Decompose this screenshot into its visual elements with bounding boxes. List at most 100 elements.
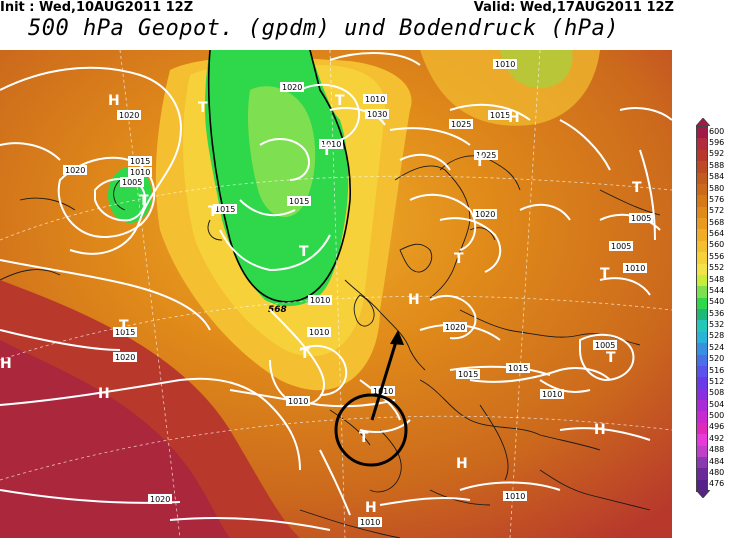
colorbar-segment — [697, 297, 707, 310]
isobar-label: 1020 — [150, 495, 170, 504]
colorbar-level-label: 528 — [709, 331, 725, 341]
colorbar-level-label: 492 — [709, 433, 725, 443]
weather-map: 568 — [0, 50, 672, 538]
colorbar-segment — [697, 422, 707, 435]
colorbar-level-label: 544 — [709, 285, 725, 295]
colorbar-segment — [697, 274, 707, 287]
colorbar-level-label: 484 — [709, 456, 725, 466]
colorbar-segment — [697, 138, 707, 151]
high-center: H — [108, 93, 120, 109]
colorbar-segment — [697, 365, 707, 378]
gpdm-zone-588 — [0, 340, 230, 538]
gpdm-zone-544 — [247, 86, 316, 218]
colorbar-level-label: 572 — [709, 206, 725, 216]
colorbar-level-label: 560 — [709, 240, 725, 250]
low-center: T — [600, 266, 610, 282]
isobar-label: 1005 — [595, 341, 615, 350]
high-center: H — [0, 356, 12, 372]
colorbar-level-label: 568 — [709, 217, 725, 227]
low-center: T — [454, 251, 464, 267]
isobar-label: 1015 — [115, 328, 135, 337]
contour-568 — [207, 50, 352, 303]
colorbar-segment — [697, 309, 707, 321]
colorbar-level-label: 556 — [709, 251, 725, 261]
colorbar-level-label: 600 — [709, 126, 725, 136]
colorbar-segment — [697, 183, 707, 196]
colorbar-level-label: 552 — [709, 263, 725, 273]
colorbar-segment — [697, 149, 707, 162]
low-center: T — [139, 193, 149, 209]
high-center: H — [456, 456, 468, 472]
colorbar-level-label: 508 — [709, 388, 725, 398]
high-center: H — [365, 500, 377, 516]
chart-header: Init : Wed,10AUG2011 12Z Valid: Wed,17AU… — [0, 0, 732, 50]
isobar-label: 1010 — [625, 264, 645, 273]
colorbar-scale — [696, 126, 708, 492]
colorbar-segment — [697, 456, 707, 469]
arrow-head-icon — [390, 330, 404, 345]
colorbar-top-arrow-icon — [696, 118, 710, 126]
colorbar-segment — [697, 240, 707, 253]
isobar-label: 1010 — [288, 397, 308, 406]
low-center: T — [119, 318, 129, 334]
isobar-label: 1005 — [611, 242, 631, 251]
colorbar-segment — [697, 229, 707, 242]
isobar-label: 1020 — [445, 323, 465, 332]
low-center: T — [208, 204, 218, 220]
high-center: H — [594, 422, 606, 438]
colorbar-level-label: 536 — [709, 308, 725, 318]
colorbar-segment — [697, 195, 707, 208]
colorbar-segment — [697, 479, 707, 492]
isobar-label: 1015 — [508, 364, 528, 373]
colorbar-segment — [697, 377, 707, 390]
colorbar-level-label: 476 — [709, 479, 725, 489]
colorbar-segment — [697, 468, 707, 481]
highlight-circle — [334, 393, 408, 467]
isobar-label: 1020 — [475, 210, 495, 219]
high-center: H — [98, 386, 110, 402]
colorbar-segment — [697, 286, 707, 299]
isobar-label: 1005 — [122, 178, 142, 187]
isobar-label: 1010 — [310, 296, 330, 305]
movement-arrow — [370, 334, 400, 421]
colorbar-level-label: 584 — [709, 172, 725, 182]
isobar-label: 1010 — [495, 60, 515, 69]
colorbar-segment — [697, 127, 707, 139]
colorbar-level-label: 576 — [709, 194, 725, 204]
low-center: T — [606, 350, 616, 366]
isobar-label: 1010 — [373, 387, 393, 396]
isobar-label: 1020 — [115, 353, 135, 362]
colorbar-segment — [697, 206, 707, 219]
colorbar-level-label: 564 — [709, 229, 725, 239]
low-center: T — [632, 180, 642, 196]
colorbar-level-label: 512 — [709, 376, 725, 386]
low-center: T — [299, 244, 309, 260]
colorbar-level-label: 496 — [709, 422, 725, 432]
colorbar-bottom-arrow-icon — [696, 490, 710, 498]
isobar-label: 1015 — [289, 197, 309, 206]
isobar-label: 1010 — [542, 390, 562, 399]
isobar-label: 1010 — [321, 140, 341, 149]
colorbar-segment — [697, 388, 707, 401]
isobar-label: 1015 — [215, 205, 235, 214]
isobar-label: 1030 — [367, 110, 387, 119]
colorbar-segment — [697, 252, 707, 264]
pressure-centers: H H H H H H H H T T T T T T T T T T T T … — [0, 93, 642, 516]
isobar-label: 1020 — [65, 166, 85, 175]
colorbar-level-label: 596 — [709, 138, 725, 148]
isobar-label: 1010 — [130, 168, 150, 177]
colorbar-segment — [697, 320, 707, 333]
colorbar-segment — [697, 331, 707, 344]
colorbar-level-label: 524 — [709, 342, 725, 352]
isobar-label: 1020 — [119, 111, 139, 120]
low-center: T — [300, 346, 310, 362]
low-center: T — [475, 154, 485, 170]
colorbar-level-label: 592 — [709, 149, 725, 159]
chart-title: 500 hPa Geopot. (gpdm) und Bodendruck (h… — [28, 16, 620, 41]
colorbar-segment — [697, 445, 707, 458]
colorbar-level-label: 580 — [709, 183, 725, 193]
isobar-label: 1010 — [365, 95, 385, 104]
colorbar: 600 596 592 588 584 580 576 572 568 564 560 556 552 5… — [696, 118, 732, 498]
low-center: T — [359, 430, 369, 446]
colorbar-level-label: 540 — [709, 297, 725, 307]
